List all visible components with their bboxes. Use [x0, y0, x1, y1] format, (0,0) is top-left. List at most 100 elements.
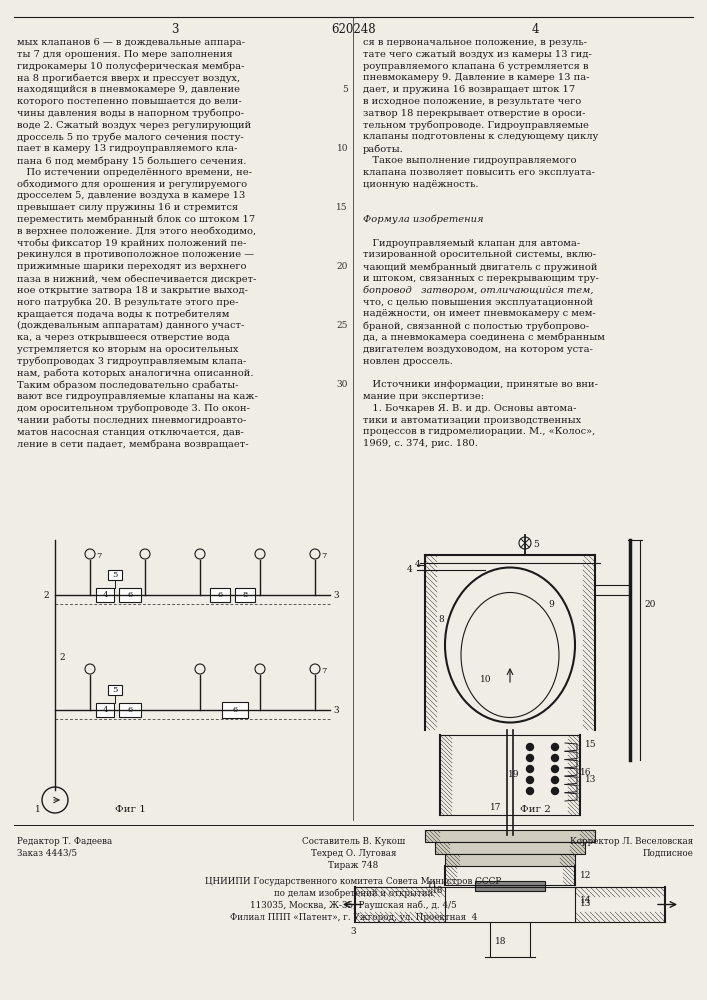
Text: 113035, Москва, Ж-35, Раушская наб., д. 4/5: 113035, Москва, Ж-35, Раушская наб., д. …	[250, 901, 457, 910]
Text: браной, связанной с полостью трубопрово-: браной, связанной с полостью трубопрово-	[363, 321, 589, 331]
Circle shape	[527, 744, 534, 750]
Text: ся в первоначальное положение, в резуль-: ся в первоначальное положение, в резуль-	[363, 38, 587, 47]
Text: по делам изобретений и открытий: по делам изобретений и открытий	[274, 889, 433, 898]
Text: матов насосная станция отключается, дав-: матов насосная станция отключается, дав-	[17, 427, 244, 436]
Text: Фиг 2: Фиг 2	[520, 805, 551, 814]
Text: надёжности, он имеет пневмокамеру с мем-: надёжности, он имеет пневмокамеру с мем-	[363, 309, 596, 318]
Bar	[445, 854, 575, 866]
Text: 6: 6	[127, 706, 133, 714]
Text: Гидроуправляемый клапан для автома-: Гидроуправляемый клапан для автома-	[363, 239, 580, 248]
Text: пана 6 под мембрану 15 большего сечения.: пана 6 под мембрану 15 большего сечения.	[17, 156, 246, 165]
Text: дросселем 5, давление воздуха в камере 13: дросселем 5, давление воздуха в камере 1…	[17, 191, 245, 200]
Text: мых клапанов 6 — в дождевальные аппара-: мых клапанов 6 — в дождевальные аппара-	[17, 38, 245, 47]
Text: да, а пневмокамера соединена с мембранным: да, а пневмокамера соединена с мембранны…	[363, 333, 605, 342]
Text: воде 2. Сжатый воздух через регулирующий: воде 2. Сжатый воздух через регулирующий	[17, 121, 251, 130]
Text: Техред О. Луговая: Техред О. Луговая	[311, 849, 396, 858]
Bar	[96, 703, 114, 717]
Text: 4: 4	[407, 565, 413, 574]
Text: тельном трубопроводе. Гидроуправляемые: тельном трубопроводе. Гидроуправляемые	[363, 121, 589, 130]
Text: 10: 10	[337, 144, 348, 153]
Text: обходимого для орошения и регулируемого: обходимого для орошения и регулируемого	[17, 180, 247, 189]
Text: 4: 4	[531, 23, 539, 36]
Text: что, с целью повышения эксплуатационной: что, с целью повышения эксплуатационной	[363, 298, 593, 307]
Text: 3: 3	[350, 927, 356, 936]
Text: По истечении определённого времени, не-: По истечении определённого времени, не-	[17, 168, 252, 177]
Text: 620248: 620248	[331, 23, 376, 36]
Bar	[119, 703, 141, 717]
Text: 5: 5	[342, 85, 348, 94]
Text: Филиал ППП «Патент», г. Ужгород, ул. Проектная  4: Филиал ППП «Патент», г. Ужгород, ул. Про…	[230, 913, 477, 922]
Text: 6: 6	[217, 591, 223, 599]
Text: кращается подача воды к потребителям: кращается подача воды к потребителям	[17, 309, 229, 319]
Text: 3: 3	[171, 23, 179, 36]
Circle shape	[527, 788, 534, 794]
Text: ное открытие затвора 18 и закрытие выход-: ное открытие затвора 18 и закрытие выход…	[17, 286, 248, 295]
Text: 18: 18	[432, 886, 443, 895]
Text: на 8 прогибается вверх и прессует воздух,: на 8 прогибается вверх и прессует воздух…	[17, 73, 240, 83]
Text: ного патрубка 20. В результате этого пре-: ного патрубка 20. В результате этого пре…	[17, 298, 238, 307]
Text: Редактор Т. Фадеева: Редактор Т. Фадеева	[17, 837, 112, 846]
Text: ЦНИИПИ Государственного комитета Совета Министров СССР: ЦНИИПИ Государственного комитета Совета …	[206, 877, 501, 886]
Text: паза в нижний, чем обеспечивается дискрет-: паза в нижний, чем обеспечивается дискре…	[17, 274, 257, 284]
Text: 12: 12	[580, 871, 591, 880]
Text: клапаны подготовлены к следующему циклу: клапаны подготовлены к следующему циклу	[363, 132, 598, 141]
Text: 9: 9	[548, 600, 554, 609]
Text: находящийся в пневмокамере 9, давление: находящийся в пневмокамере 9, давление	[17, 85, 240, 94]
Bar	[108, 570, 122, 580]
Text: 5: 5	[533, 540, 539, 549]
Text: 3: 3	[333, 706, 339, 715]
Text: 14: 14	[580, 896, 592, 905]
Bar	[210, 588, 230, 602]
Text: 13: 13	[585, 775, 597, 784]
Text: Заказ 4443/5: Заказ 4443/5	[17, 849, 77, 858]
Text: устремляется ко вторым на оросительных: устремляется ко вторым на оросительных	[17, 345, 238, 354]
Circle shape	[527, 754, 534, 762]
Text: новлен дроссель.: новлен дроссель.	[363, 357, 453, 366]
Text: трубопроводах 3 гидроуправляемым клапа-: трубопроводах 3 гидроуправляемым клапа-	[17, 357, 246, 366]
Text: 30: 30	[337, 380, 348, 389]
Circle shape	[551, 766, 559, 772]
Text: пает в камеру 13 гидроуправляемого кла-: пает в камеру 13 гидроуправляемого кла-	[17, 144, 238, 153]
Text: Формула изобретения: Формула изобретения	[363, 215, 484, 225]
Text: дает, и пружина 16 возвращает шток 17: дает, и пружина 16 возвращает шток 17	[363, 85, 575, 94]
Text: чании работы последних пневмогидроавто-: чании работы последних пневмогидроавто-	[17, 416, 246, 425]
Text: которого постепенно повышается до вели-: которого постепенно повышается до вели-	[17, 97, 242, 106]
Text: вают все гидроуправляемые клапаны на каж-: вают все гидроуправляемые клапаны на каж…	[17, 392, 258, 401]
Text: пневмокамеру 9. Давление в камере 13 па-: пневмокамеру 9. Давление в камере 13 па-	[363, 73, 590, 82]
Bar	[96, 588, 114, 602]
Text: 20: 20	[337, 262, 348, 271]
Text: чины давления воды в напорном трубопро-: чины давления воды в напорном трубопро-	[17, 109, 244, 118]
Text: 1: 1	[35, 805, 41, 814]
Text: клапана позволяет повысить его эксплуата-: клапана позволяет повысить его эксплуата…	[363, 168, 595, 177]
Text: мание при экспертизе:: мание при экспертизе:	[363, 392, 484, 401]
Text: Подписное: Подписное	[642, 849, 693, 858]
Text: 5: 5	[112, 686, 117, 694]
Text: 17: 17	[490, 803, 501, 812]
Text: прижимные шарики переходят из верхнего: прижимные шарики переходят из верхнего	[17, 262, 247, 271]
Text: ление в сети падает, мембрана возвращает-: ление в сети падает, мембрана возвращает…	[17, 439, 249, 449]
Text: 25: 25	[337, 321, 348, 330]
Text: нам, работа которых аналогична описанной.: нам, работа которых аналогична описанной…	[17, 368, 254, 378]
Bar	[475, 881, 545, 891]
Text: 10: 10	[480, 675, 491, 684]
Text: дом оросительном трубопроводе 3. По окон-: дом оросительном трубопроводе 3. По окон…	[17, 404, 250, 413]
Text: Составитель В. Кукош: Составитель В. Кукош	[302, 837, 405, 846]
Text: 11: 11	[427, 881, 438, 890]
Text: гидрокамеры 10 полусферическая мембра-: гидрокамеры 10 полусферическая мембра-	[17, 62, 245, 71]
Text: (дождевальным аппаратам) данного участ-: (дождевальным аппаратам) данного участ-	[17, 321, 245, 330]
Text: 6: 6	[127, 591, 133, 599]
Text: в верхнее положение. Для этого необходимо,: в верхнее положение. Для этого необходим…	[17, 227, 256, 236]
Text: затвор 18 перекрывает отверстие в ороси-: затвор 18 перекрывает отверстие в ороси-	[363, 109, 585, 118]
Text: превышает силу пружины 16 и стремится: превышает силу пружины 16 и стремится	[17, 203, 238, 212]
Text: 18: 18	[495, 937, 506, 946]
Circle shape	[551, 744, 559, 750]
Text: 19: 19	[508, 770, 520, 779]
Text: Тираж 748: Тираж 748	[328, 861, 379, 870]
Bar	[222, 702, 248, 718]
Text: чтобы фиксатор 19 крайних положений пе-: чтобы фиксатор 19 крайних положений пе-	[17, 239, 246, 248]
Text: рекинулся в противоположное положение —: рекинулся в противоположное положение —	[17, 250, 254, 259]
Text: 2: 2	[43, 591, 49, 600]
Text: ка, а через открывшееся отверстие вода: ка, а через открывшееся отверстие вода	[17, 333, 230, 342]
Text: 16: 16	[580, 768, 592, 777]
Text: 8: 8	[243, 591, 247, 599]
